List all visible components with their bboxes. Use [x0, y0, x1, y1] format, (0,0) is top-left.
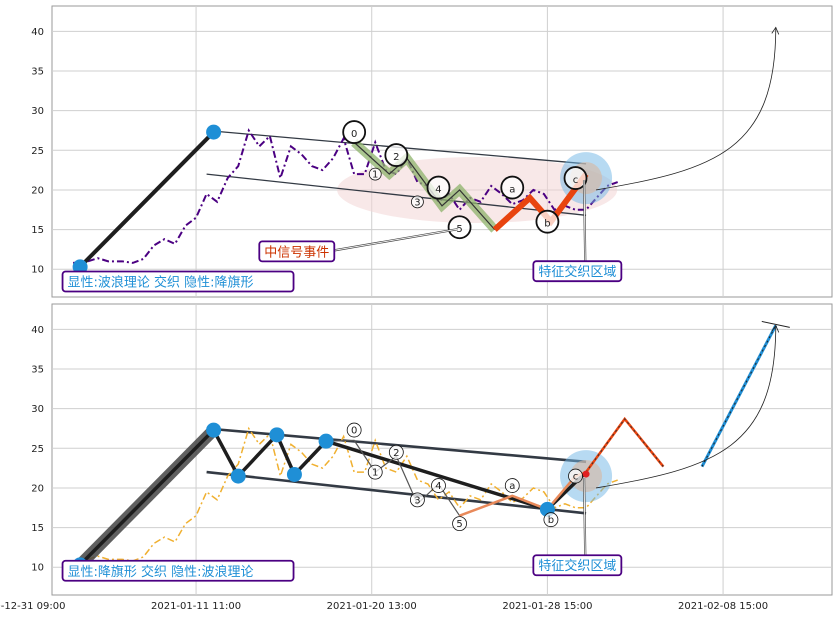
annotation-arrow-inner — [334, 228, 458, 251]
y-tick-label: 35 — [31, 365, 44, 376]
wave-label-text: a — [509, 185, 515, 196]
wave-label-text: 4 — [435, 481, 441, 492]
wave-label-circle — [384, 143, 409, 167]
y-tick-label: 40 — [31, 325, 44, 336]
wave-label-text: 1 — [372, 170, 378, 181]
annotation-text: 中信号事件 — [264, 245, 329, 260]
wave-label-circle — [346, 422, 362, 438]
wave-label-text: 0 — [351, 129, 357, 140]
wave-label-circle — [500, 175, 525, 200]
y-tick-label: 40 — [31, 27, 44, 38]
wave-label-circle — [368, 167, 382, 181]
y-tick-label: 30 — [31, 404, 44, 415]
pivot-point — [318, 433, 334, 449]
y-tick-label: 15 — [31, 225, 44, 236]
y-tick-label: 15 — [31, 523, 44, 534]
annotation-box — [532, 554, 623, 577]
wave-label-circle — [342, 120, 367, 144]
wave-label-text: 3 — [414, 495, 420, 506]
wave-label-text: c — [573, 472, 579, 483]
annotation-box — [532, 260, 623, 283]
wave-label-circle — [568, 468, 583, 484]
wave-label-circle — [410, 492, 425, 508]
y-tick-label: 20 — [31, 483, 44, 494]
wave-label-circle — [447, 215, 472, 240]
pivot-point — [206, 422, 222, 438]
target-leg-dots — [701, 325, 777, 467]
trend-line — [78, 130, 216, 269]
target-arrow-head — [771, 26, 780, 35]
target-curve — [595, 27, 777, 191]
bottom-panel: 101520253035402020-12-31 09:002021-01-11… — [0, 303, 833, 612]
wave-label-text: 2 — [393, 152, 399, 163]
pivot-point — [230, 468, 246, 484]
x-tick-label: 2021-01-28 15:00 — [502, 601, 592, 612]
annotation-text: 显性:波浪理论 交织 隐性:降旗形 — [68, 274, 254, 290]
annotation-text: 特征交织区域 — [538, 558, 616, 574]
y-tick-label: 10 — [31, 563, 44, 574]
target-zigzag-dots — [585, 418, 664, 473]
wave-label-circle — [543, 512, 559, 528]
wave-label-text: b — [548, 515, 554, 526]
target-curve — [595, 325, 777, 489]
target-marker-line — [761, 320, 790, 328]
y-tick-label: 25 — [31, 444, 44, 455]
x-tick-label: 2021-01-20 13:00 — [327, 601, 417, 612]
price-series-line — [73, 426, 618, 562]
wave-label-circle — [388, 444, 404, 460]
wave-label-circle — [367, 464, 383, 480]
x-tick-label: 2021-01-11 11:00 — [151, 601, 241, 612]
wave-label-text: 5 — [456, 224, 462, 235]
wave-label-text: b — [544, 219, 550, 230]
wave-impulse-line — [353, 141, 496, 231]
annotation-arrow-inner — [583, 478, 586, 563]
wave-label-circle — [535, 209, 560, 234]
wave-label-text: 4 — [435, 185, 441, 196]
wave-label-text: c — [573, 175, 579, 186]
x-tick-label: 2020-12-31 09:00 — [0, 601, 65, 612]
signal-dot — [582, 470, 590, 478]
y-tick-label: 20 — [31, 185, 44, 196]
channel-line — [206, 470, 587, 515]
y-tick-label: 25 — [31, 146, 44, 157]
annotation-box — [258, 240, 336, 263]
wave-label-text: 0 — [351, 426, 357, 437]
y-tick-label: 10 — [31, 265, 44, 276]
wave-label-circle — [431, 478, 446, 493]
wave-label-text: 3 — [414, 197, 420, 208]
annotation-text: 显性:降旗形 交织 隐性:波浪理论 — [68, 564, 254, 580]
y-tick-label: 35 — [31, 67, 44, 78]
y-tick-label: 30 — [31, 106, 44, 117]
x-tick-label: 2021-02-08 15:00 — [678, 601, 768, 612]
wave-label-circle — [452, 516, 467, 532]
channel-line — [206, 173, 587, 216]
wave-label-text: a — [509, 481, 515, 492]
annotation-arrow-inner — [583, 180, 586, 269]
wave-label-text: 2 — [393, 448, 399, 459]
top-panel: 10 15 20 25 30 35 40 0 1 2 3 4 5 a b c 显性:波浪理论 交织 隐性:降旗形… — [31, 5, 833, 298]
annotation-text: 特征交织区域 — [538, 264, 616, 280]
wave-correction-line — [492, 172, 589, 232]
pivot-point — [206, 124, 222, 140]
wave-label-text: 1 — [372, 468, 378, 479]
wave-label-circle — [504, 478, 520, 493]
trend-path-line — [78, 427, 588, 567]
target-arrow-head — [771, 324, 780, 333]
pivot-point — [269, 427, 285, 443]
annotation-box — [61, 559, 295, 582]
wave-label-circle — [426, 175, 451, 200]
pattern-ellipse — [337, 156, 618, 223]
annotation-box — [61, 270, 295, 293]
price-series-line — [73, 128, 619, 264]
wave-label-text: 5 — [456, 519, 462, 530]
pivot-point — [286, 466, 302, 482]
wave-label-circle — [411, 195, 424, 209]
wave-label-circle — [563, 166, 588, 190]
